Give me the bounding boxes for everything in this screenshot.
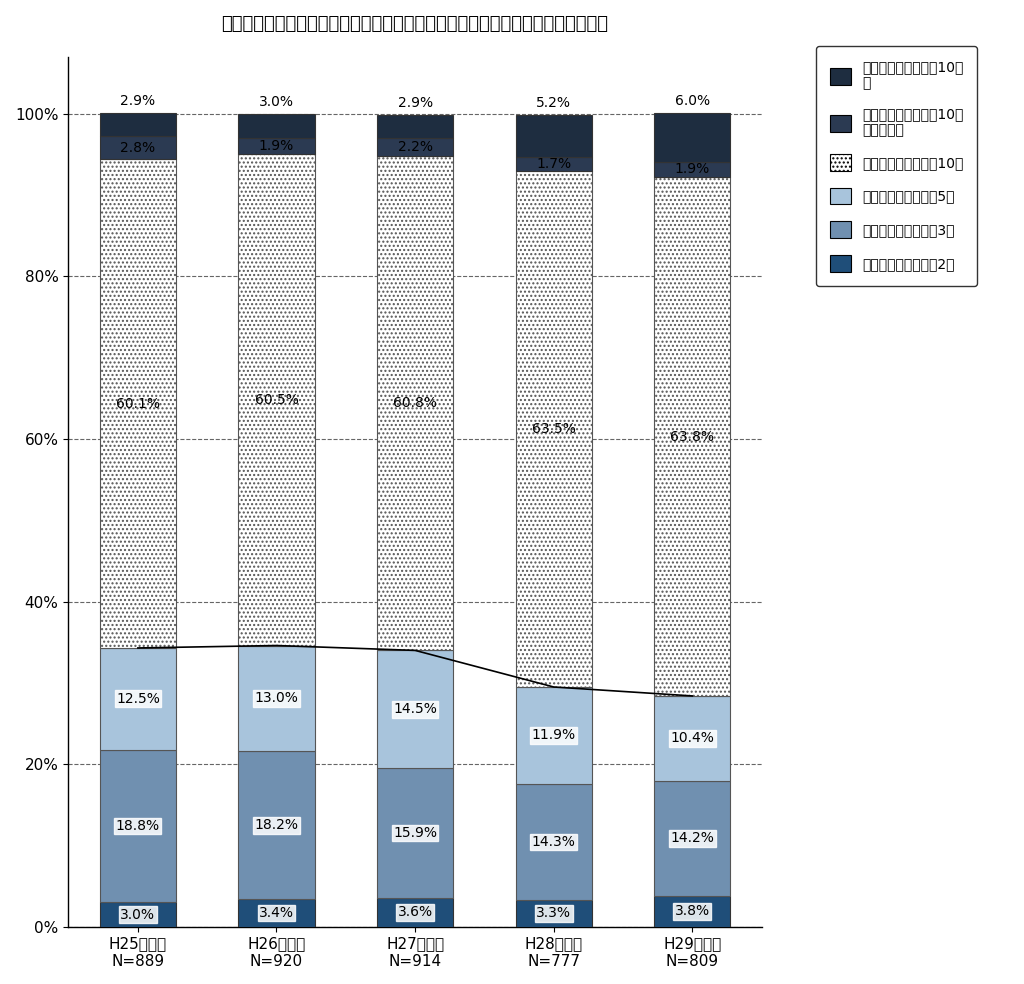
Bar: [99, 647, 176, 750]
Bar: [516, 170, 592, 687]
Text: 5.2%: 5.2%: [537, 95, 571, 109]
Text: 14.3%: 14.3%: [531, 834, 575, 849]
Bar: [654, 896, 730, 927]
Text: 63.8%: 63.8%: [671, 430, 715, 444]
Bar: [377, 769, 454, 897]
Title: 貸出残高における固定金利期間選択型の固定金利期間別割合の推移【各年集計】: 貸出残高における固定金利期間選択型の固定金利期間別割合の推移【各年集計】: [221, 15, 608, 33]
Bar: [654, 696, 730, 780]
Bar: [239, 646, 314, 751]
Text: 3.3%: 3.3%: [537, 906, 571, 920]
Bar: [654, 780, 730, 896]
Bar: [377, 156, 454, 650]
Bar: [654, 161, 730, 177]
Bar: [516, 687, 592, 784]
Bar: [516, 114, 592, 156]
Bar: [654, 177, 730, 696]
Text: 60.8%: 60.8%: [393, 397, 437, 410]
Text: 1.9%: 1.9%: [675, 162, 710, 176]
Text: 3.0%: 3.0%: [121, 907, 156, 922]
Text: 60.1%: 60.1%: [116, 397, 160, 410]
Text: 15.9%: 15.9%: [393, 826, 437, 840]
Bar: [99, 750, 176, 902]
Text: 18.2%: 18.2%: [255, 819, 298, 832]
Bar: [99, 902, 176, 927]
Bar: [99, 137, 176, 159]
Text: 6.0%: 6.0%: [675, 94, 710, 108]
Text: 2.8%: 2.8%: [120, 141, 156, 154]
Legend: 固定金利期間選択型10年
超, 固定金利期間選択型10年
以下その他, 固定金利期間選択型10年, 固定金利期間選択型5年, 固定金利期間選択型3年, 固定金利: 固定金利期間選択型10年 超, 固定金利期間選択型10年 以下その他, 固定金利…: [816, 46, 977, 285]
Bar: [516, 156, 592, 170]
Text: 10.4%: 10.4%: [671, 731, 715, 745]
Text: 13.0%: 13.0%: [255, 692, 298, 706]
Text: 3.4%: 3.4%: [259, 906, 294, 920]
Bar: [654, 113, 730, 161]
Text: 14.5%: 14.5%: [393, 703, 437, 716]
Text: 3.6%: 3.6%: [397, 905, 433, 919]
Bar: [99, 113, 176, 137]
Bar: [377, 114, 454, 138]
Text: 63.5%: 63.5%: [531, 422, 575, 436]
Text: 11.9%: 11.9%: [531, 728, 575, 742]
Bar: [239, 154, 314, 646]
Bar: [377, 897, 454, 927]
Text: 14.2%: 14.2%: [671, 831, 715, 845]
Bar: [516, 900, 592, 927]
Text: 2.2%: 2.2%: [397, 140, 432, 154]
Bar: [377, 138, 454, 156]
Bar: [239, 751, 314, 899]
Bar: [516, 784, 592, 900]
Text: 12.5%: 12.5%: [116, 692, 160, 706]
Text: 2.9%: 2.9%: [397, 95, 433, 109]
Text: 2.9%: 2.9%: [120, 94, 156, 108]
Text: 3.8%: 3.8%: [675, 904, 710, 918]
Bar: [239, 899, 314, 927]
Text: 1.9%: 1.9%: [259, 139, 294, 153]
Text: 18.8%: 18.8%: [116, 819, 160, 833]
Text: 3.0%: 3.0%: [259, 94, 294, 109]
Bar: [377, 650, 454, 769]
Bar: [239, 138, 314, 154]
Bar: [239, 114, 314, 138]
Text: 60.5%: 60.5%: [255, 393, 298, 406]
Bar: [99, 159, 176, 647]
Text: 1.7%: 1.7%: [537, 156, 571, 170]
